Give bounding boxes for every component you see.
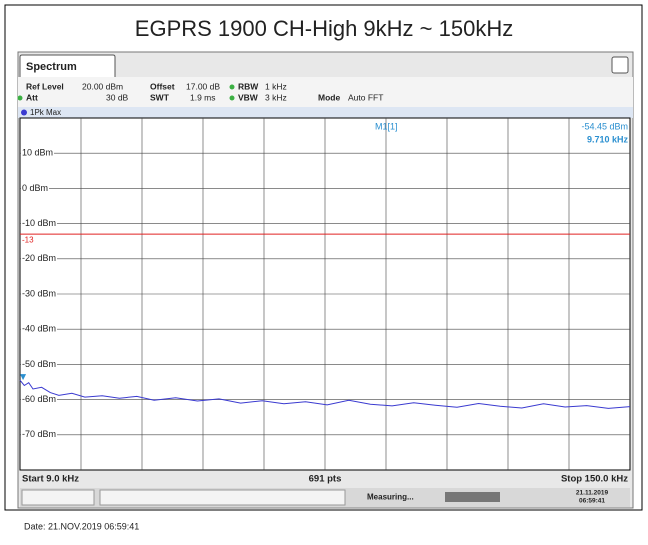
- status: Measuring...: [367, 493, 414, 502]
- setting-label: VBW: [238, 92, 259, 102]
- setting-value: 20.00 dBm: [82, 81, 123, 91]
- setting-label: Ref Level: [26, 81, 64, 91]
- indicator: [229, 95, 235, 101]
- trace-label: 1Pk Max: [30, 108, 61, 117]
- icon[interactable]: [611, 56, 629, 74]
- label-bg: [21, 147, 55, 158]
- marker-x: 9.710 kHz: [587, 134, 629, 144]
- points: 691 pts: [309, 474, 342, 485]
- status-time: 06:59:41: [579, 498, 605, 505]
- indicator: [229, 84, 235, 90]
- y-tick-label: -50 dBm: [22, 359, 56, 369]
- setting-label: SWT: [150, 92, 170, 102]
- footer: Date: 21.NOV.2019 06:59:41: [24, 521, 139, 531]
- status-date: 21.11.2019: [576, 490, 609, 497]
- label-bg: [21, 288, 58, 299]
- y-tick-label: -20 dBm: [22, 253, 56, 263]
- setting-value: 1 kHz: [265, 81, 287, 91]
- label-bg: [21, 323, 58, 334]
- y-tick-label: -10 dBm: [22, 218, 56, 228]
- setting-value: 3 kHz: [265, 92, 287, 102]
- label-bg: [21, 393, 58, 404]
- y-tick-label: -60 dBm: [22, 394, 56, 404]
- marker-name: M1[1]: [375, 121, 398, 131]
- setting-value: Auto FFT: [348, 92, 383, 102]
- setting-label: Offset: [150, 81, 175, 91]
- tab[interactable]: [19, 54, 116, 77]
- limit-label: -13: [22, 235, 34, 244]
- marker-value: -54.45 dBm: [581, 121, 628, 131]
- y-tick-label: 10 dBm: [22, 148, 53, 158]
- label-bg: [21, 182, 50, 193]
- y-tick-label: -40 dBm: [22, 324, 56, 334]
- marker: [20, 374, 27, 381]
- y-tick-label: 0 dBm: [22, 183, 48, 193]
- title: EGPRS 1900 CH-High 9kHz ~ 150kHz: [135, 16, 513, 41]
- trace-bar: [18, 107, 633, 118]
- label-bg: [21, 217, 58, 228]
- y-tick-label: -70 dBm: [22, 429, 56, 439]
- status-box: [21, 489, 95, 506]
- tab-label: Spectrum: [26, 61, 77, 73]
- status-box: [99, 489, 346, 506]
- setting-label: RBW: [238, 81, 259, 91]
- x-start: Start 9.0 kHz: [22, 474, 79, 485]
- setting-label: Mode: [318, 92, 340, 102]
- header: [18, 77, 633, 107]
- trace-dot: [21, 109, 27, 116]
- y-tick-label: -30 dBm: [22, 288, 56, 298]
- label-bg: [21, 429, 58, 440]
- setting-value: 17.00 dB: [186, 81, 220, 91]
- label-bg: [21, 358, 58, 369]
- indicator: [17, 95, 23, 101]
- setting-label: Att: [26, 92, 38, 102]
- trace: [19, 379, 631, 409]
- progress: [445, 492, 500, 502]
- setting-value: 1.9 ms: [190, 92, 216, 102]
- x-stop: Stop 150.0 kHz: [561, 474, 628, 485]
- setting-value: 30 dB: [106, 92, 129, 102]
- label-bg: [21, 253, 58, 264]
